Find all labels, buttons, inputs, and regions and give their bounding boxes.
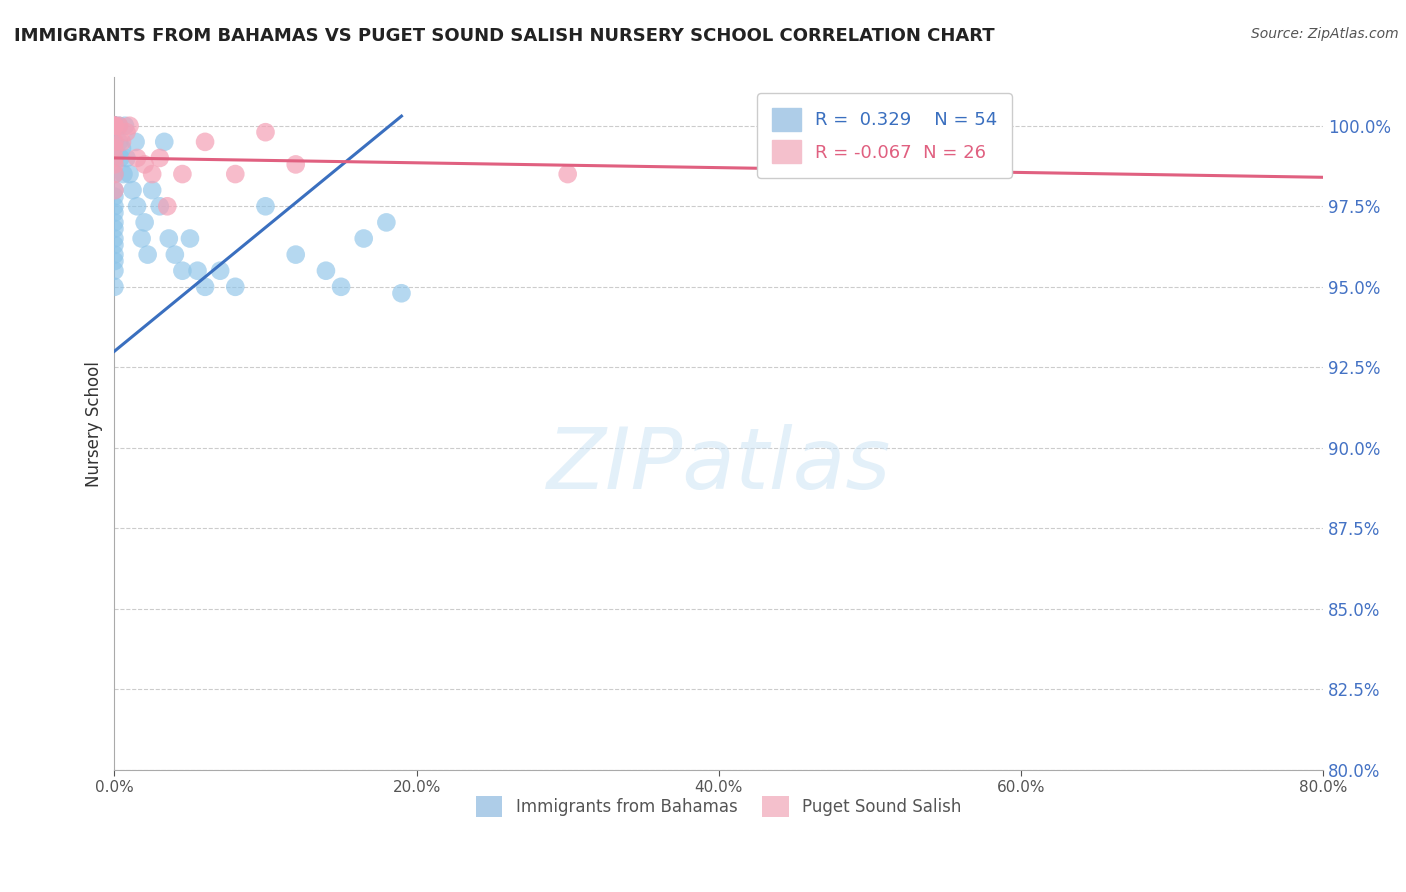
Point <box>103 231 125 245</box>
Point <box>103 157 125 171</box>
Point <box>149 199 172 213</box>
Point <box>224 167 246 181</box>
Legend: Immigrants from Bahamas, Puget Sound Salish: Immigrants from Bahamas, Puget Sound Sal… <box>470 789 969 824</box>
Point <box>194 135 217 149</box>
Point <box>103 222 125 236</box>
Point <box>141 183 163 197</box>
Text: Source: ZipAtlas.com: Source: ZipAtlas.com <box>1251 27 1399 41</box>
Point <box>134 157 156 171</box>
Point <box>103 119 125 133</box>
Point <box>103 238 125 252</box>
Point <box>375 215 398 229</box>
Point <box>103 135 125 149</box>
Text: ZIPatlas: ZIPatlas <box>547 424 891 507</box>
Point <box>118 167 141 181</box>
Point <box>103 247 125 261</box>
Point <box>118 119 141 133</box>
Point <box>254 125 277 139</box>
Point <box>103 151 125 165</box>
Point <box>103 280 125 294</box>
Point <box>103 254 125 268</box>
Point <box>131 231 153 245</box>
Point <box>557 167 579 181</box>
Point <box>108 119 131 133</box>
Point <box>103 119 125 133</box>
Point <box>934 157 956 171</box>
Point <box>391 286 413 301</box>
Point <box>103 151 125 165</box>
Point <box>115 151 138 165</box>
Point <box>103 119 125 133</box>
Y-axis label: Nursery School: Nursery School <box>86 360 103 487</box>
Point <box>121 183 143 197</box>
Point <box>194 280 217 294</box>
Point <box>209 263 232 277</box>
Point <box>111 141 134 155</box>
Point <box>103 119 125 133</box>
Point <box>284 157 307 171</box>
Point <box>125 199 148 213</box>
Point <box>103 119 125 133</box>
Point <box>103 215 125 229</box>
Point <box>114 119 136 133</box>
Point <box>315 263 337 277</box>
Point <box>103 183 125 197</box>
Point <box>284 247 307 261</box>
Point <box>149 151 172 165</box>
Point <box>103 119 125 133</box>
Point <box>134 215 156 229</box>
Point <box>125 151 148 165</box>
Point <box>353 231 375 245</box>
Point <box>157 231 180 245</box>
Point <box>103 183 125 197</box>
Point <box>110 151 132 165</box>
Point <box>103 167 125 181</box>
Point <box>108 135 131 149</box>
Point <box>224 280 246 294</box>
Point <box>103 119 125 133</box>
Point <box>103 119 125 133</box>
Point <box>136 247 159 261</box>
Point <box>103 199 125 213</box>
Point <box>103 119 125 133</box>
Point <box>156 199 179 213</box>
Point <box>111 135 134 149</box>
Point <box>103 119 125 133</box>
Point <box>172 263 194 277</box>
Point <box>103 189 125 203</box>
Point <box>103 119 125 133</box>
Point <box>163 247 186 261</box>
Point <box>153 135 176 149</box>
Point <box>103 167 125 181</box>
Point <box>103 141 125 155</box>
Point <box>330 280 353 294</box>
Point <box>179 231 201 245</box>
Point <box>103 263 125 277</box>
Point <box>115 125 138 139</box>
Point <box>141 167 163 181</box>
Point <box>103 205 125 219</box>
Point <box>112 167 135 181</box>
Point <box>124 135 146 149</box>
Point <box>103 135 125 149</box>
Point <box>108 119 131 133</box>
Point <box>186 263 208 277</box>
Text: IMMIGRANTS FROM BAHAMAS VS PUGET SOUND SALISH NURSERY SCHOOL CORRELATION CHART: IMMIGRANTS FROM BAHAMAS VS PUGET SOUND S… <box>14 27 994 45</box>
Point <box>172 167 194 181</box>
Point <box>254 199 277 213</box>
